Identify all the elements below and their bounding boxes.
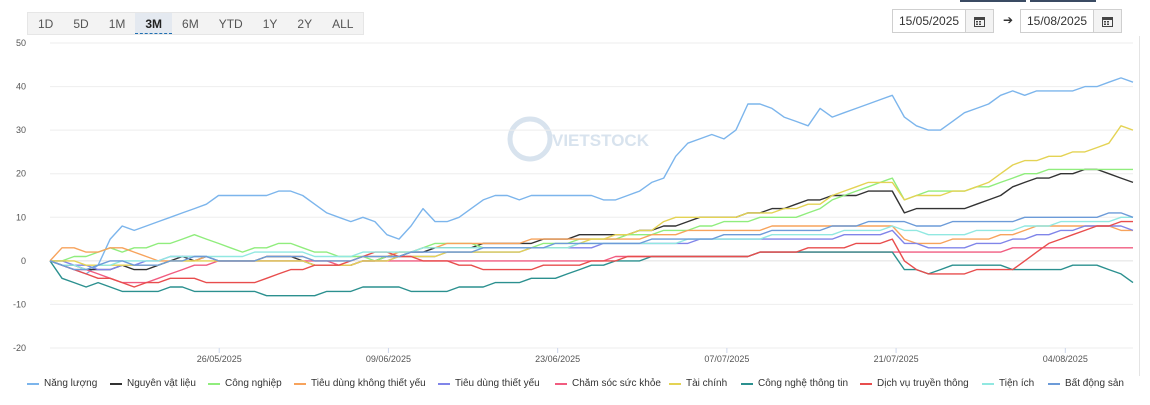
y-tick-label: 0 — [21, 256, 26, 266]
legend-label: Tiêu dùng thiết yếu — [455, 378, 540, 389]
legend-swatch — [1048, 382, 1060, 385]
legend-item[interactable]: Dịch vụ truyền thông — [860, 378, 969, 389]
chart-legend: Năng lượng Nguyên vật liệu Công nghiệp Tiêu… — [0, 378, 1150, 394]
from-date-value[interactable]: 15/05/2025 — [899, 14, 960, 28]
y-tick-label: 10 — [16, 212, 26, 222]
watermark-text: VIETSTOCK — [552, 131, 650, 150]
chart-right-border — [1139, 36, 1140, 376]
legend-swatch — [860, 382, 872, 385]
series-line-1 — [49, 77, 1134, 275]
legend-item[interactable]: Tiêu dùng thiết yếu — [438, 378, 540, 389]
legend-item[interactable]: Nguyên vật liệu — [110, 378, 196, 389]
series-line-8 — [49, 251, 1134, 297]
range-button-3m[interactable]: 3M — [135, 13, 173, 34]
range-button-5d[interactable]: 5D — [73, 17, 89, 31]
x-tick-label: 23/06/2025 — [535, 354, 580, 364]
y-tick-label: -10 — [13, 299, 26, 309]
legend-label: Tiêu dùng không thiết yếu — [311, 378, 426, 389]
legend-item[interactable]: Năng lượng — [27, 378, 97, 389]
series-line-2 — [49, 168, 1134, 271]
x-tick-label: 26/05/2025 — [197, 354, 242, 364]
legend-swatch — [555, 382, 567, 385]
legend-swatch — [741, 382, 753, 385]
range-button-1d[interactable]: 1D — [38, 17, 54, 31]
range-selector: 1D 5D 1M 3M 6M YTD 1Y 2Y ALL — [27, 12, 365, 35]
legend-swatch — [438, 382, 450, 385]
range-button-1m[interactable]: 1M — [108, 17, 126, 31]
watermark-logo-icon — [507, 116, 553, 162]
y-tick-label: 40 — [16, 82, 26, 92]
legend-label: Công nghệ thông tin — [758, 378, 849, 389]
legend-swatch — [27, 382, 39, 385]
legend-swatch — [110, 382, 122, 385]
y-tick-label: -20 — [13, 343, 26, 353]
legend-item[interactable]: Tài chính — [669, 378, 727, 389]
x-tick-label: 07/07/2025 — [704, 354, 749, 364]
legend-swatch — [669, 382, 681, 385]
to-date-field[interactable]: 15/08/2025 — [1020, 9, 1122, 33]
legend-swatch — [208, 382, 220, 385]
legend-label: Năng lượng — [44, 378, 98, 389]
legend-label: Dịch vụ truyền thông — [877, 378, 969, 389]
y-tick-label: 30 — [16, 125, 26, 135]
legend-swatch — [982, 382, 994, 385]
legend-swatch — [294, 382, 306, 385]
series-line-11 — [49, 212, 1134, 271]
watermark: VIETSTOCK — [507, 116, 650, 162]
x-tick-label: 04/08/2025 — [1043, 354, 1088, 364]
series-line-9 — [49, 220, 1133, 288]
range-button-all[interactable]: ALL — [332, 17, 354, 31]
legend-label: Nguyên vật liệu — [127, 378, 196, 389]
y-tick-label: 20 — [16, 169, 26, 179]
legend-item[interactable]: Công nghệ thông tin — [741, 378, 848, 389]
top-accent-line — [960, 0, 1026, 2]
legend-label: Bất động sản — [1065, 378, 1124, 389]
legend-label: Tài chính — [686, 378, 728, 389]
top-accent-line — [1030, 0, 1096, 2]
arrow-right-icon: ➔ — [1003, 13, 1014, 27]
legend-label: Công nghiệp — [225, 378, 282, 389]
y-tick-label: 50 — [16, 38, 26, 48]
legend-label: Tiện ích — [999, 378, 1035, 389]
range-button-2y[interactable]: 2Y — [297, 17, 313, 31]
calendar-icon[interactable] — [1093, 10, 1121, 32]
calendar-icon[interactable] — [965, 10, 993, 32]
range-button-1y[interactable]: 1Y — [262, 17, 278, 31]
range-button-6m[interactable]: 6M — [182, 17, 199, 31]
legend-item[interactable]: Tiêu dùng không thiết yếu — [294, 378, 426, 389]
legend-item[interactable]: Tiện ích — [982, 378, 1034, 389]
legend-item[interactable]: Chăm sóc sức khỏe — [555, 378, 661, 389]
from-date-field[interactable]: 15/05/2025 — [892, 9, 994, 33]
range-button-ytd[interactable]: YTD — [218, 17, 243, 31]
to-date-value[interactable]: 15/08/2025 — [1027, 14, 1088, 28]
x-tick-label: 09/06/2025 — [366, 354, 411, 364]
legend-item[interactable]: Bất động sản — [1048, 378, 1124, 389]
legend-label: Chăm sóc sức khỏe — [572, 378, 661, 389]
x-tick-label: 21/07/2025 — [874, 354, 919, 364]
legend-item[interactable]: Công nghiệp — [208, 378, 282, 389]
